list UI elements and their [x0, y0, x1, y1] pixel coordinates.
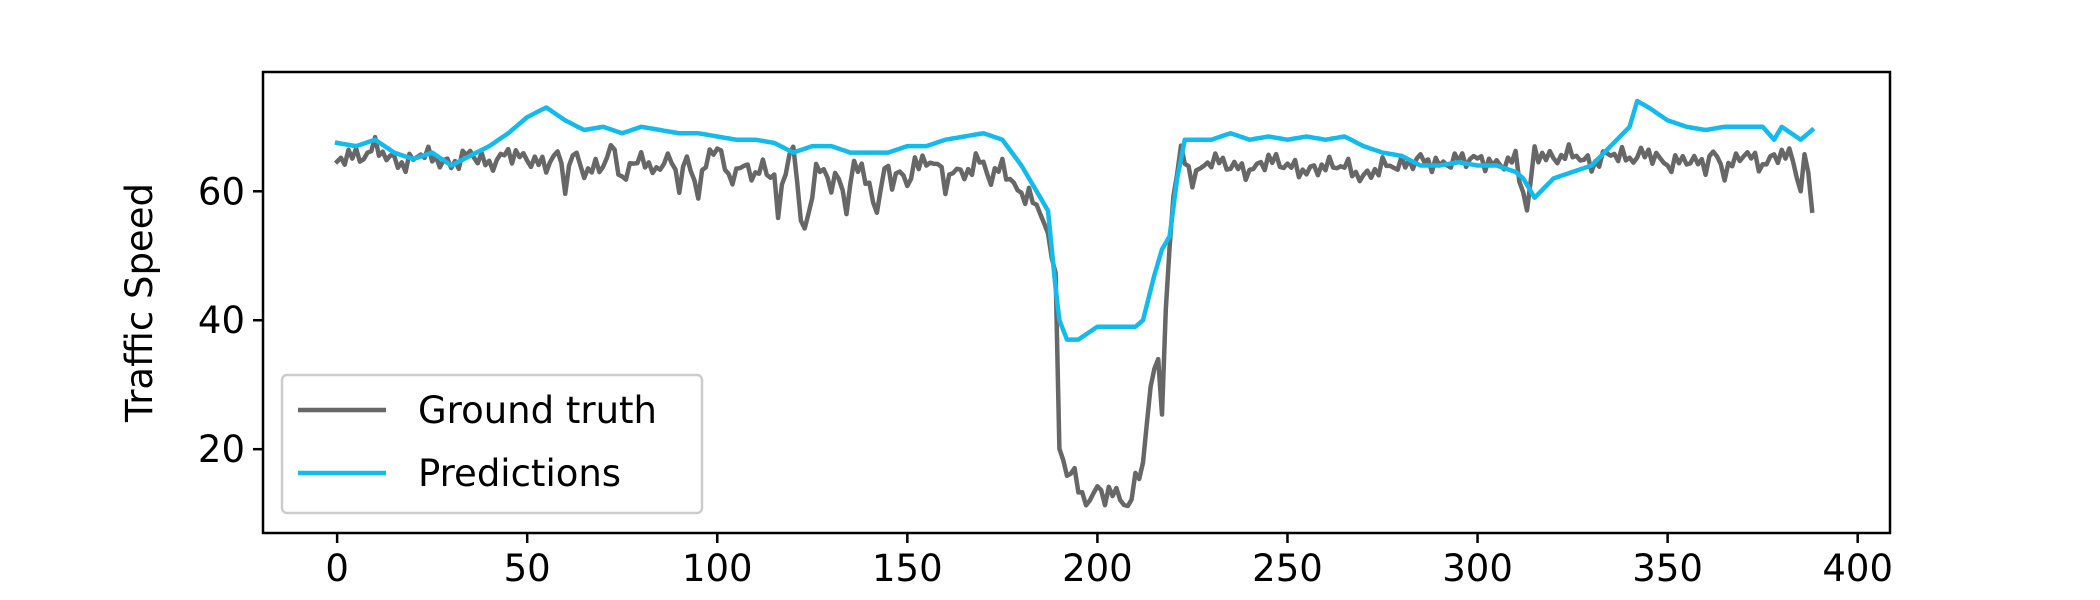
legend-label: Predictions — [418, 452, 621, 495]
x-tick-label: 50 — [504, 547, 551, 590]
y-tick-label: 60 — [198, 170, 245, 213]
x-tick-label: 200 — [1062, 547, 1133, 590]
x-tick-label: 350 — [1632, 547, 1703, 590]
series-line-ground-truth — [333, 134, 1815, 509]
legend-box — [280, 373, 704, 515]
y-axis-label: Traffic Speed — [118, 183, 161, 423]
x-tick-label: 400 — [1822, 547, 1893, 590]
x-tick-label: 300 — [1442, 547, 1513, 590]
series-line-predictions — [334, 98, 1816, 342]
x-tick-label: 100 — [682, 547, 753, 590]
plot-frame — [261, 70, 1892, 535]
x-tick-label: 250 — [1252, 547, 1323, 590]
x-tick-label: 150 — [872, 547, 943, 590]
series-layer — [333, 98, 1816, 509]
ticks-layer: 0 50 100 150 200 250 300 350 400 20 40 60 — [198, 170, 1893, 590]
y-tick-label: 20 — [198, 428, 245, 471]
y-tick-label: 40 — [198, 299, 245, 342]
legend-label: Ground truth — [418, 389, 657, 432]
legend: Ground truth Predictions — [280, 373, 704, 515]
x-tick-label: 0 — [325, 547, 349, 590]
